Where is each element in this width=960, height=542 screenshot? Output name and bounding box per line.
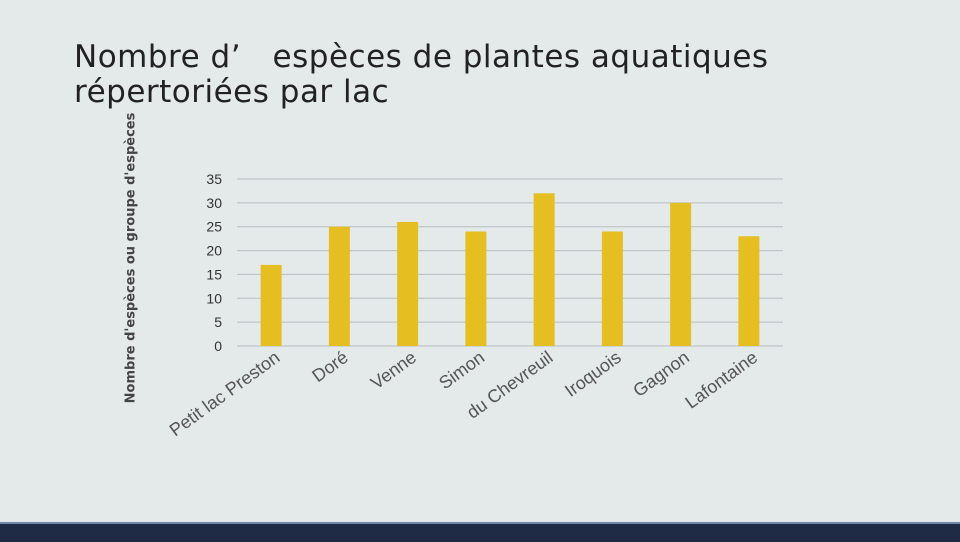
x-category-label: Simon (435, 347, 488, 393)
x-category-label: Lafontaine (681, 347, 761, 413)
y-tick-label: 20 (206, 243, 222, 259)
y-tick-label: 10 (206, 290, 222, 306)
bar (738, 236, 760, 346)
x-category-label: Gagnon (629, 347, 693, 401)
y-tick-label: 0 (214, 338, 222, 354)
bar (670, 202, 692, 346)
y-tick-label: 15 (206, 266, 222, 282)
y-tick-label: 30 (206, 195, 222, 211)
x-category-label: Venne (367, 347, 420, 393)
x-category-label: Petit lac Preston (166, 347, 284, 440)
bar (465, 231, 487, 346)
bar (328, 226, 350, 346)
x-category-label: Doré (308, 347, 351, 386)
bar (533, 193, 555, 346)
y-tick-label: 25 (206, 219, 222, 235)
y-tick-label: 5 (214, 314, 222, 330)
page-title: Nombre d’ espèces de plantes aquatiques … (74, 39, 769, 110)
x-category-label: Iroquois (561, 347, 625, 401)
y-tick-label: 35 (206, 171, 222, 187)
bar (260, 264, 282, 346)
bar (397, 221, 419, 346)
footer-bar (0, 522, 960, 542)
bar (601, 231, 623, 346)
